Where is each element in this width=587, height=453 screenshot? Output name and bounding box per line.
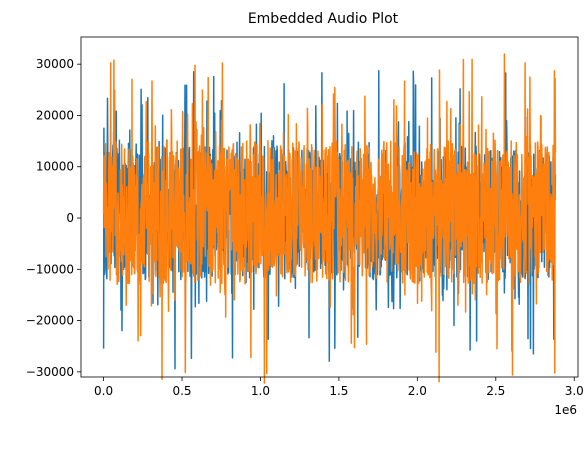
x-axis: 0.0 0.5 1.0 1.5 2.0 2.5 3.0: [94, 377, 584, 398]
x-tick-label: 3.0: [565, 384, 584, 398]
x-tick-label: 2.0: [408, 384, 427, 398]
y-tick-label: −20000: [26, 314, 74, 328]
y-tick-label: −30000: [26, 365, 74, 379]
x-tick-label: 2.5: [486, 384, 505, 398]
plot-area: [80, 36, 579, 384]
y-tick-label: −10000: [26, 262, 74, 276]
y-tick-label: 0: [66, 211, 74, 225]
axes-frame: [80, 36, 579, 378]
series-line-2: [102, 53, 557, 384]
x-tick-label: 1.0: [251, 384, 270, 398]
x-offset-label: 1e6: [554, 403, 577, 417]
y-tick-label: 10000: [36, 160, 74, 174]
y-tick-label: 20000: [36, 108, 74, 122]
x-tick-label: 1.5: [329, 384, 348, 398]
chart-title: Embedded Audio Plot: [248, 11, 399, 27]
y-axis: −30000 −20000 −10000 0 10000 20000 30000: [26, 57, 81, 379]
y-tick-label: 30000: [36, 57, 74, 71]
series-layer: [102, 53, 557, 384]
x-tick-label: 0.5: [172, 384, 191, 398]
x-tick-label: 0.0: [94, 384, 113, 398]
